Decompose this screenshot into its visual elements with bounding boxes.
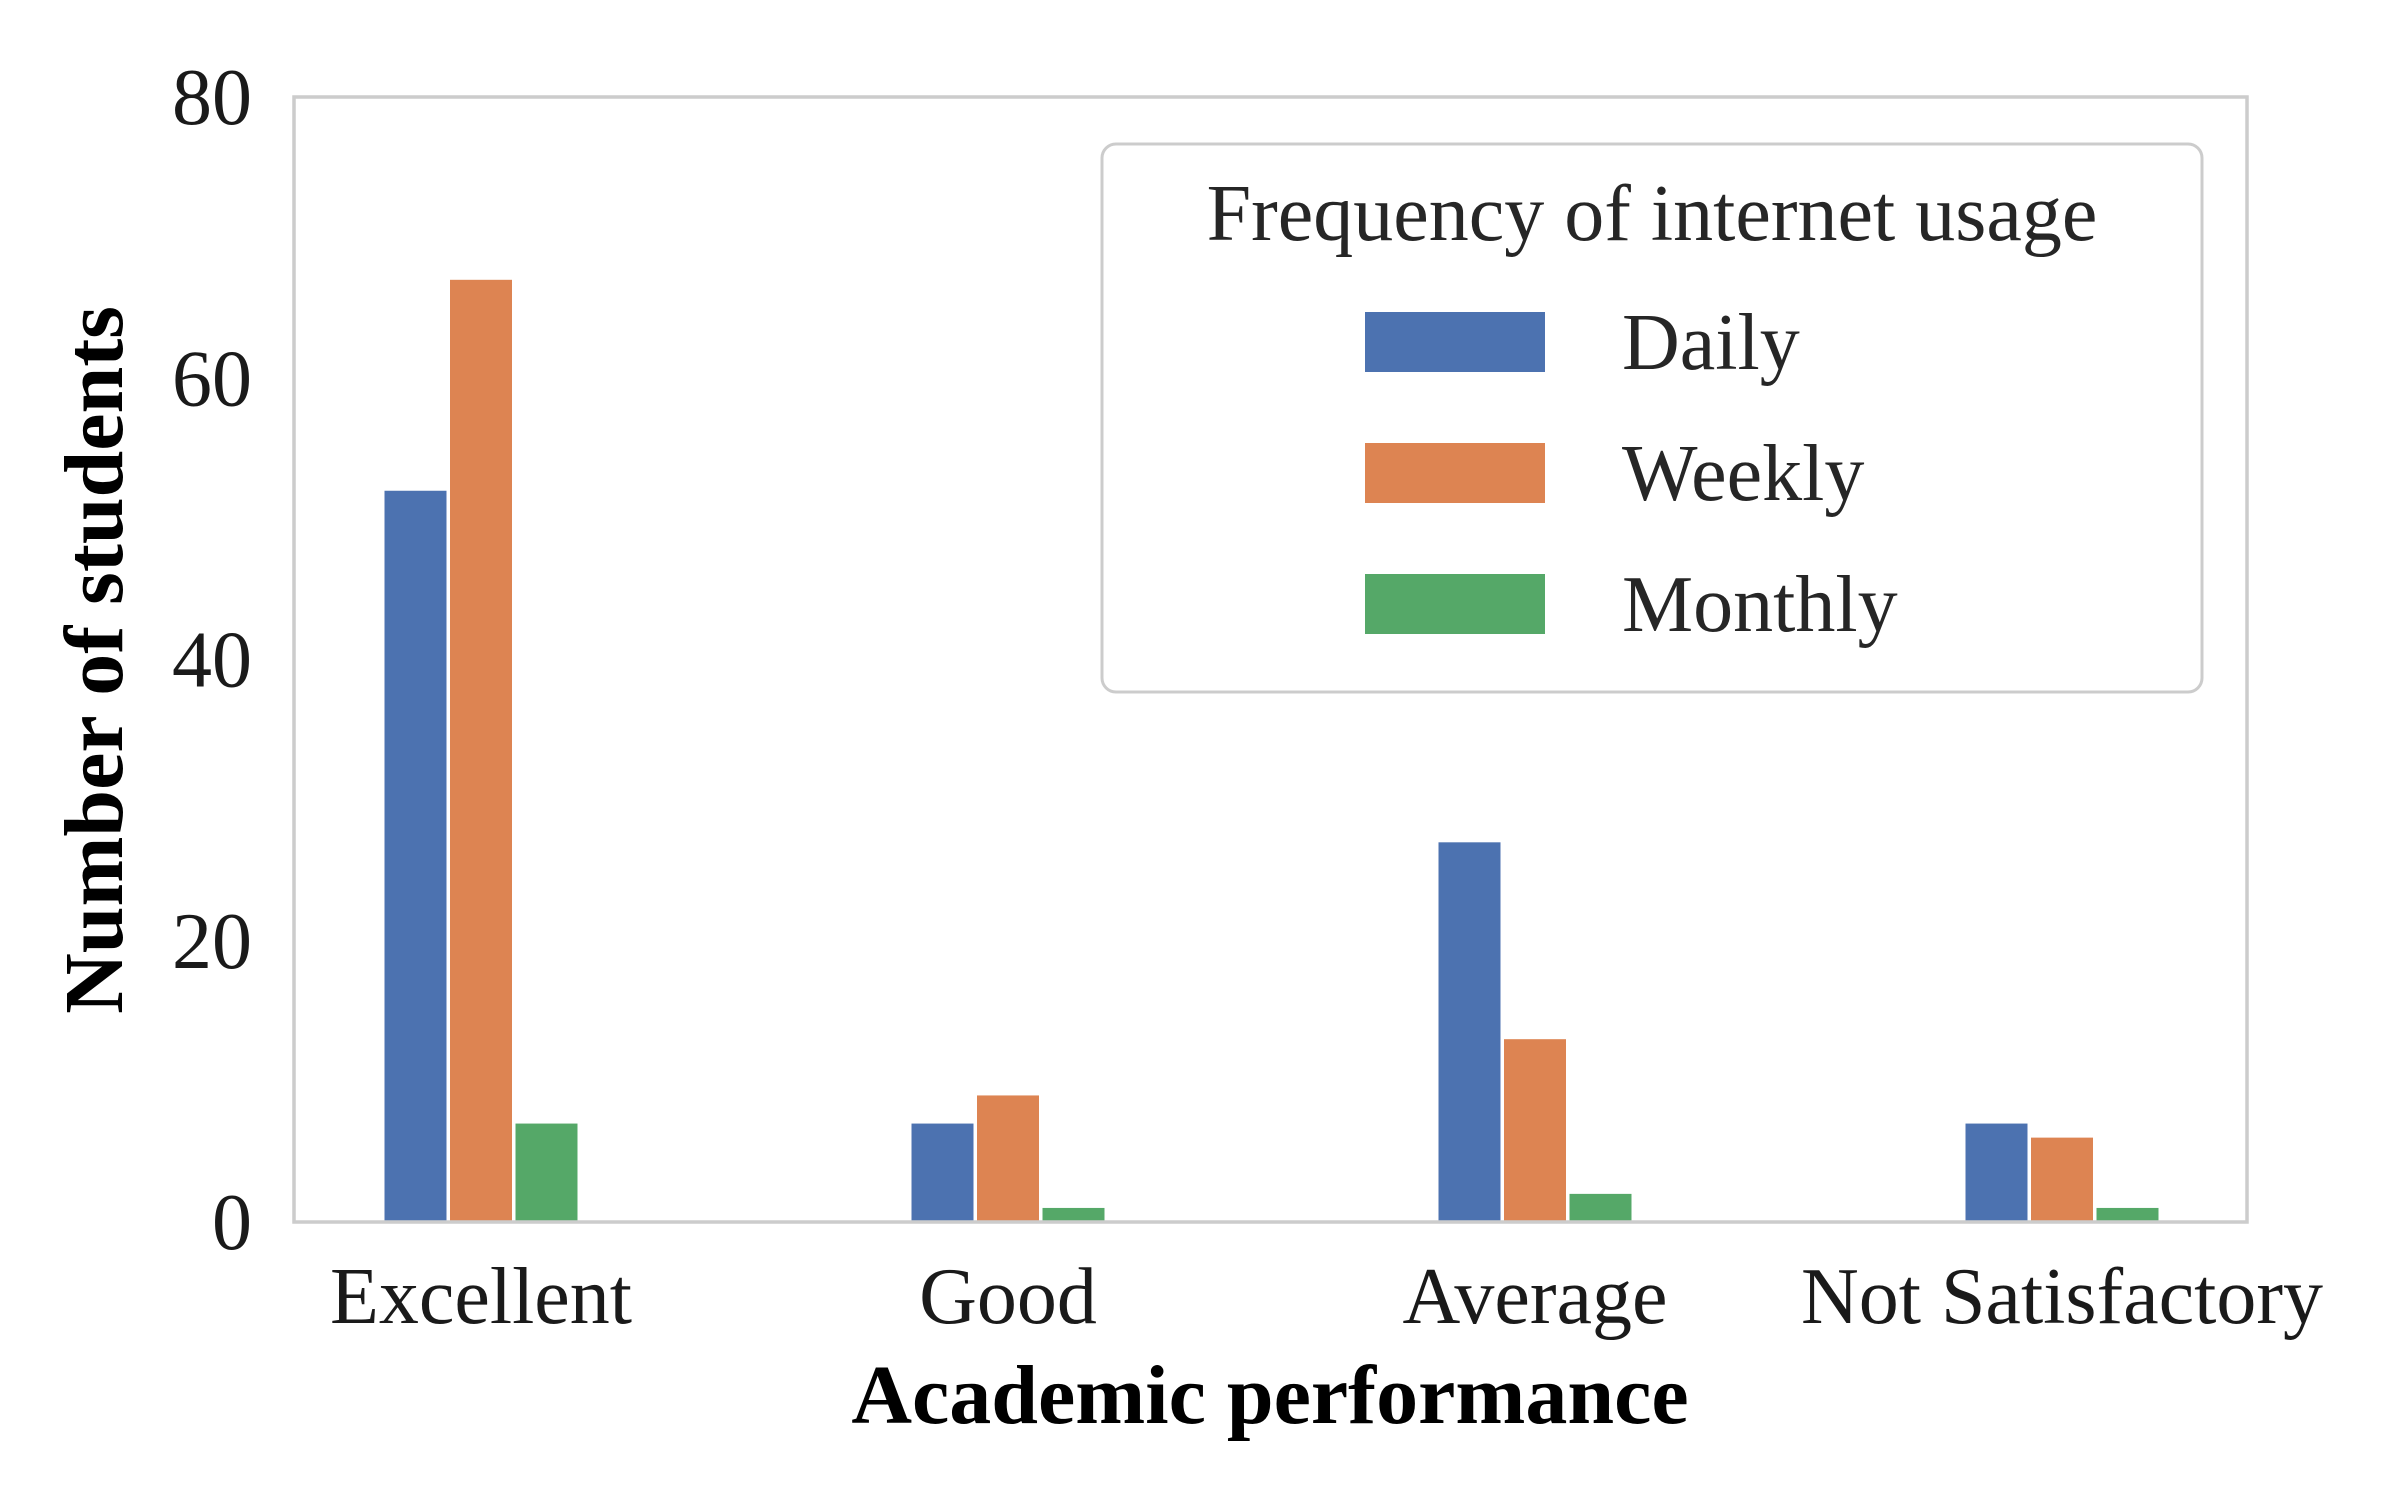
y-tick-labels: 0 20 40 60 80 <box>172 54 252 1267</box>
legend-swatch-monthly <box>1365 574 1545 634</box>
legend: Frequency of internet usage Daily Weekly M… <box>1100 142 2204 694</box>
legend-swatch-daily <box>1365 312 1545 372</box>
bars-group <box>384 279 2159 1222</box>
y-tick-label-60: 60 <box>172 335 252 423</box>
bar-weekly-excellent <box>450 279 512 1222</box>
bar-monthly-not-satisfactory <box>2096 1207 2159 1222</box>
legend-label-monthly: Monthly <box>1622 561 1898 649</box>
x-axis-title: Academic performance <box>851 1349 1688 1442</box>
legend-items: Daily Weekly Monthly <box>1365 299 1898 649</box>
legend-title: Frequency of internet usage <box>1207 170 2098 258</box>
bar-monthly-average <box>1569 1193 1632 1222</box>
x-tick-label-average: Average <box>1403 1253 1668 1341</box>
legend-swatch-weekly <box>1365 443 1545 503</box>
y-tick-label-0: 0 <box>212 1179 252 1267</box>
bar-monthly-excellent <box>515 1123 578 1222</box>
y-tick-label-20: 20 <box>172 898 252 986</box>
x-tick-label-excellent: Excellent <box>330 1253 632 1341</box>
bar-daily-good <box>911 1123 974 1222</box>
y-axis-title: Number of students <box>48 306 141 1014</box>
x-tick-labels: Excellent Good Average Not Satisfactory <box>330 1253 2323 1341</box>
x-tick-label-good: Good <box>919 1253 1097 1341</box>
x-tick-label-not-satisfactory: Not Satisfactory <box>1801 1253 2323 1341</box>
legend-label-weekly: Weekly <box>1622 430 1864 518</box>
bar-daily-average <box>1438 842 1501 1222</box>
bar-daily-not-satisfactory <box>1965 1123 2028 1222</box>
y-tick-label-40: 40 <box>172 617 252 705</box>
bar-monthly-good <box>1042 1207 1105 1222</box>
bar-weekly-not-satisfactory <box>2031 1137 2093 1222</box>
bar-weekly-good <box>977 1095 1039 1222</box>
bar-weekly-average <box>1504 1039 1566 1222</box>
legend-label-daily: Daily <box>1622 299 1800 387</box>
legend-box <box>1100 142 2204 694</box>
bar-daily-excellent <box>384 490 447 1222</box>
plot-frame <box>292 95 2249 1224</box>
y-tick-label-80: 80 <box>172 54 252 142</box>
